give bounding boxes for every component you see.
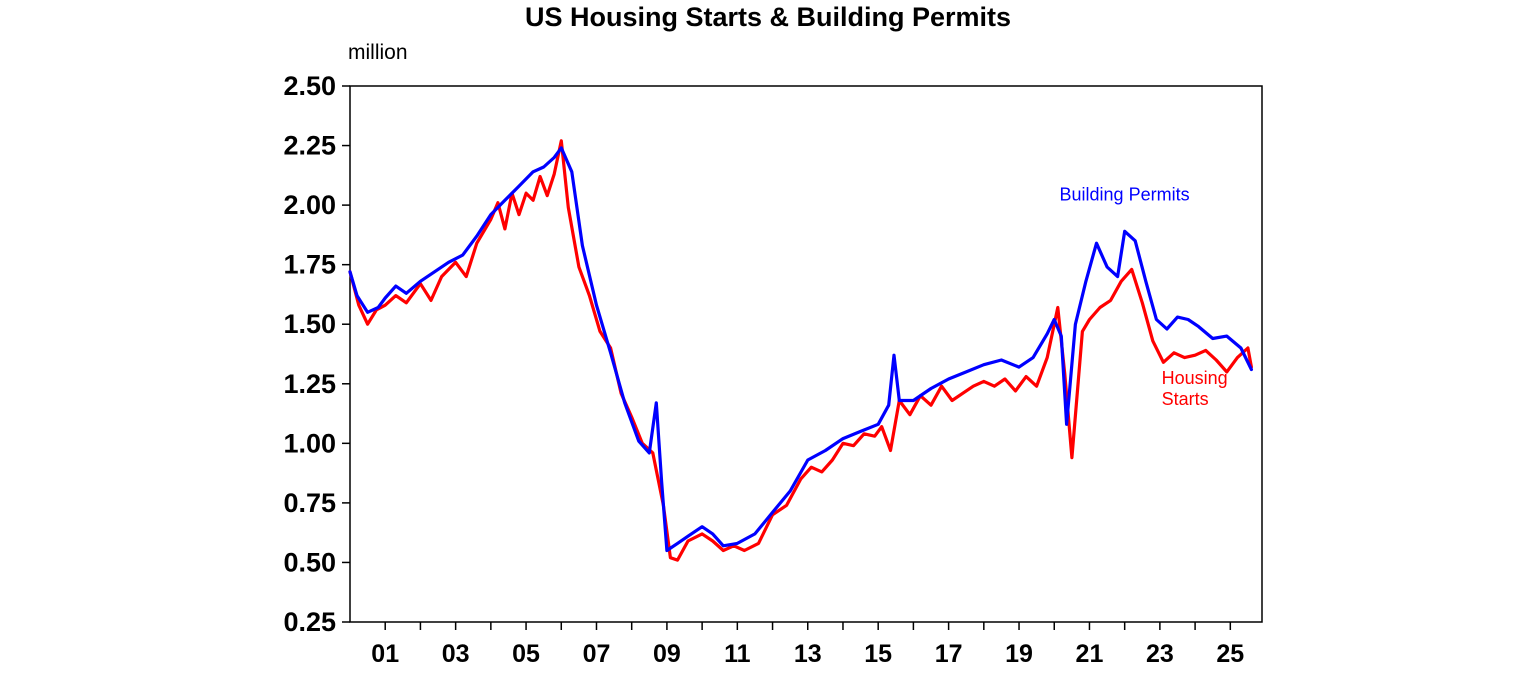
y-axis-unit-label: million (348, 41, 408, 64)
annotation-housing-starts: Housing Starts (1162, 368, 1228, 409)
x-tick-label: 21 (1076, 640, 1104, 668)
annotation-building-permits: Building Permits (1060, 184, 1190, 204)
housing-starts-line (348, 139, 1254, 562)
y-tick-label: 1.25 (283, 369, 336, 399)
building-permits-line (348, 146, 1254, 553)
y-tick-label: 1.00 (283, 428, 336, 458)
y-tick-label: 1.50 (283, 309, 336, 339)
plot-frame (349, 85, 1263, 623)
annotation-housing-starts-line: Starts (1162, 389, 1209, 409)
y-tick-label: 0.50 (283, 547, 336, 577)
x-tick-label: 15 (864, 640, 892, 668)
y-tick-label: 0.25 (283, 607, 336, 637)
x-tick-label: 11 (724, 640, 751, 668)
chart-title: US Housing Starts & Building Permits (524, 2, 1012, 32)
series-layer (348, 139, 1254, 562)
y-tick-label: 2.00 (283, 190, 336, 220)
axes-layer: 0.25 0.50 0.75 1.00 1.25 1.50 1.75 2.00 2.25 2.50… (283, 71, 1263, 668)
x-tick-label: 19 (1005, 640, 1033, 668)
x-tick-label: 07 (583, 640, 611, 668)
x-tick-label: 25 (1216, 640, 1244, 668)
x-tick-label: 13 (794, 640, 822, 668)
x-tick-label: 05 (512, 640, 540, 668)
annotation-layer: Building Permits Housing Starts (1060, 184, 1228, 408)
y-tick-label: 2.50 (283, 71, 336, 101)
x-tick-label: 23 (1146, 640, 1174, 668)
x-tick-label: 17 (935, 640, 963, 668)
y-tick-label: 2.25 (283, 131, 336, 161)
y-tick-label: 1.75 (283, 250, 336, 280)
x-tick-label: 03 (442, 640, 470, 668)
x-tick-label: 09 (653, 640, 681, 668)
x-tick-label: 01 (371, 640, 399, 668)
y-tick-label: 0.75 (283, 488, 336, 518)
annotation-housing-starts-line: Housing (1162, 368, 1228, 388)
